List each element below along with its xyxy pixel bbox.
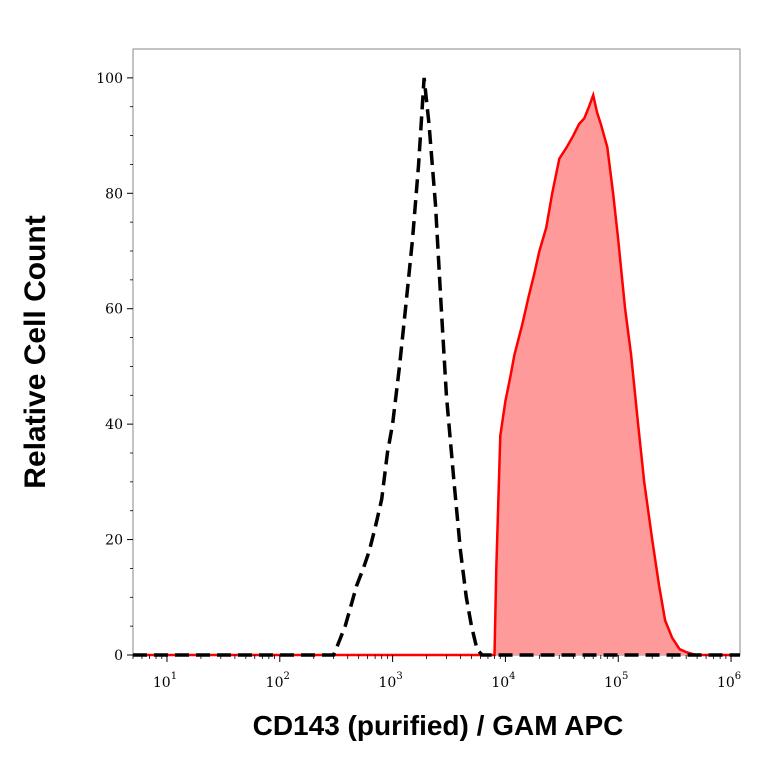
x-axis-title: CD143 (purified) / GAM APC <box>253 710 624 741</box>
y-tick-label: 80 <box>105 186 123 202</box>
filled-histogram-line <box>133 90 740 657</box>
dashed-histogram-line <box>133 77 740 657</box>
y-axis-ticks: 0 20 40 60 80 100 <box>96 71 133 664</box>
series-layer <box>133 77 740 657</box>
y-tick-label: 100 <box>96 71 123 87</box>
filled-histogram-area <box>133 95 740 655</box>
x-axis-ticks: 101 102 103 104 105 106 <box>132 655 741 691</box>
x-tick-label: 106 <box>717 671 741 691</box>
x-tick-label: 104 <box>491 671 515 691</box>
y-tick-label: 20 <box>105 533 123 549</box>
y-axis-title: Relative Cell Count <box>19 215 52 488</box>
x-tick-label: 103 <box>379 671 403 691</box>
y-tick-label: 40 <box>105 417 123 433</box>
x-tick-label: 102 <box>266 671 290 691</box>
x-tick-label: 105 <box>604 671 628 691</box>
y-tick-label: 0 <box>114 648 123 664</box>
y-tick-label: 60 <box>105 302 123 318</box>
x-tick-label: 101 <box>153 671 177 691</box>
